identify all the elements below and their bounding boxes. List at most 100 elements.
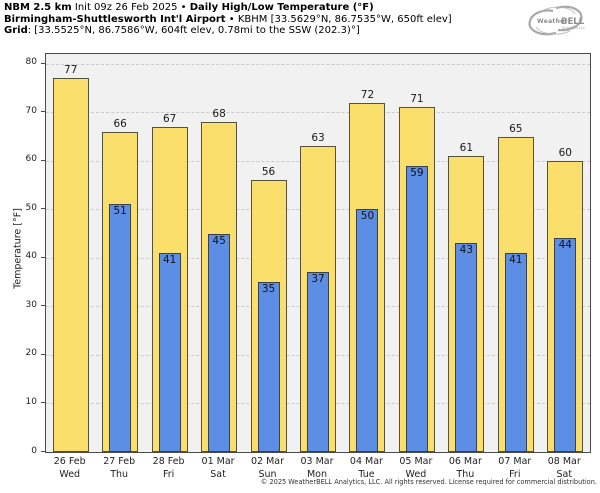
x-tick-label-27-Feb: 27 Feb Thu [89, 456, 149, 481]
x-tick-date: 04 Mar [349, 456, 383, 467]
svg-text:Analytics LLC: Analytics LLC [562, 26, 586, 30]
low-value-label: 44 [558, 239, 572, 252]
high-value-label: 66 [113, 117, 127, 130]
x-tick-day: Sat [210, 468, 226, 480]
y-tick-label-10: 10 [25, 396, 37, 407]
high-value-label: 77 [64, 64, 78, 77]
x-tick-label-02-Mar: 02 Mar Sun [238, 456, 298, 481]
station-coords: • KBHM [33.5629°N, 86.7535°W, 650ft elev… [225, 13, 452, 25]
y-tick-label-50: 50 [25, 202, 37, 213]
x-tick-label-05-Mar: 05 Mar Wed [386, 456, 446, 481]
x-tick-date: 06 Mar [448, 456, 482, 467]
x-tick-label-01-Mar: 01 Mar Sat [188, 456, 248, 481]
x-tick-date: 08 Mar [547, 456, 581, 467]
x-tick-label-08-Mar: 08 Mar Sat [534, 456, 594, 481]
station-name: Birmingham-Shuttlesworth Int'l Airport [4, 13, 226, 25]
y-tick-label-60: 60 [25, 154, 37, 165]
x-tick-label-03-Mar: 03 Mar Mon [287, 456, 347, 481]
low-bar-06-Mar [455, 243, 478, 452]
low-bar-07-Mar [504, 253, 527, 452]
high-value-label: 67 [162, 112, 177, 125]
x-tick-day: Wed [405, 468, 427, 480]
y-tick-label-0: 0 [31, 445, 37, 456]
x-tick-day: Tue [358, 468, 375, 480]
x-tick-day: Fri [162, 468, 175, 480]
low-value-label: 43 [459, 244, 474, 257]
x-tick-date: 02 Mar [251, 456, 285, 467]
svg-text:Weather: Weather [537, 18, 568, 25]
y-tick-label-70: 70 [25, 105, 37, 116]
x-tick-label-04-Mar: 04 Mar Tue [336, 456, 396, 481]
low-value-label: 37 [311, 273, 325, 286]
x-tick-date: 07 Mar [498, 456, 532, 467]
x-tick-day: Sat [556, 468, 573, 480]
high-value-label: 56 [261, 166, 276, 179]
low-bar-02-Mar [257, 282, 280, 452]
y-tick-mark-40 [41, 256, 45, 258]
x-tick-label-28-Feb: 28 Feb Fri [139, 456, 199, 481]
high-value-label: 60 [558, 146, 572, 159]
x-tick-date: 03 Mar [300, 456, 334, 467]
high-value-label: 68 [212, 107, 226, 120]
high-value-label: 72 [360, 88, 375, 101]
copyright-notice: © 2025 WeatherBELL Analytics, LLC. All r… [260, 478, 597, 486]
high-bar-26-Feb [52, 78, 89, 452]
model-name: NBM 2.5 km [4, 2, 72, 13]
x-tick-day: Thu [456, 468, 475, 480]
gridline-70 [46, 112, 590, 114]
low-bar-03-Mar [307, 272, 329, 452]
svg-text:BELL: BELL [561, 17, 585, 27]
y-tick-label-20: 20 [25, 348, 37, 359]
x-tick-label-26-Feb: 26 Feb Wed [40, 456, 100, 481]
y-tick-mark-70 [41, 111, 45, 113]
init-time: Init 09z 26 Feb 2025 • [71, 2, 190, 13]
header-line-2: Birmingham-Shuttlesworth Int'l Airport •… [4, 14, 452, 26]
header-line-3: Grid: [33.5525°N, 86.7586°W, 604ft elev,… [4, 25, 452, 37]
x-tick-day: Mon [306, 468, 328, 480]
chart-header: NBM 2.5 km Init 09z 26 Feb 2025 • Daily … [4, 2, 452, 37]
x-tick-day: Sun [258, 468, 277, 480]
low-value-label: 41 [509, 254, 523, 266]
low-value-label: 45 [212, 234, 226, 247]
x-tick-label-06-Mar: 06 Mar Thu [435, 456, 495, 481]
x-tick-date: 01 Mar [201, 456, 235, 467]
y-tick-mark-0 [41, 451, 45, 452]
y-tick-mark-10 [41, 402, 45, 404]
low-bar-27-Feb [109, 204, 132, 452]
high-value-label: 65 [509, 122, 523, 135]
high-value-label: 71 [410, 93, 424, 106]
x-tick-day: Thu [110, 468, 129, 480]
y-axis-title: Temperature [°F] [12, 208, 24, 289]
header-line-1: NBM 2.5 km Init 09z 26 Feb 2025 • Daily … [4, 2, 452, 14]
x-tick-label-07-Mar: 07 Mar Fri [485, 456, 545, 481]
x-tick-day: Wed [59, 468, 81, 480]
low-bar-04-Mar [356, 209, 379, 452]
y-tick-mark-50 [41, 208, 45, 210]
plot-area: 77 66 51 67 41 68 45 56 35 63 37 72 50 71 59 61 43 65 41 60… [45, 53, 591, 453]
gridline-80 [46, 63, 590, 65]
low-value-label: 35 [261, 283, 276, 296]
low-value-label: 51 [113, 205, 127, 218]
x-tick-date: 28 Feb [152, 456, 185, 467]
low-value-label: 41 [162, 254, 177, 266]
x-tick-date: 05 Mar [399, 456, 433, 467]
low-bar-01-Mar [208, 233, 231, 452]
y-tick-label-80: 80 [25, 57, 37, 68]
grid-label: Grid [4, 25, 28, 36]
low-bar-28-Feb [158, 253, 181, 452]
weatherbell-logo-icon: Weather BELL Analytics LLC [528, 5, 586, 36]
y-tick-mark-60 [41, 159, 45, 161]
high-value-label: 61 [459, 141, 474, 154]
y-tick-mark-20 [41, 353, 45, 355]
y-tick-mark-80 [41, 62, 45, 64]
y-tick-label-40: 40 [25, 251, 37, 262]
low-bar-08-Mar [554, 238, 577, 452]
x-tick-day: Fri [509, 468, 521, 480]
grid-coords: : [33.5525°N, 86.7586°W, 604ft elev, 0.7… [27, 25, 360, 36]
y-tick-label-30: 30 [25, 299, 37, 310]
low-bar-05-Mar [405, 165, 428, 452]
high-value-label: 63 [311, 132, 325, 145]
product-title: Daily High/Low Temperature (°F) [189, 2, 374, 13]
low-value-label: 50 [360, 210, 375, 223]
x-tick-date: 26 Feb [53, 456, 86, 467]
